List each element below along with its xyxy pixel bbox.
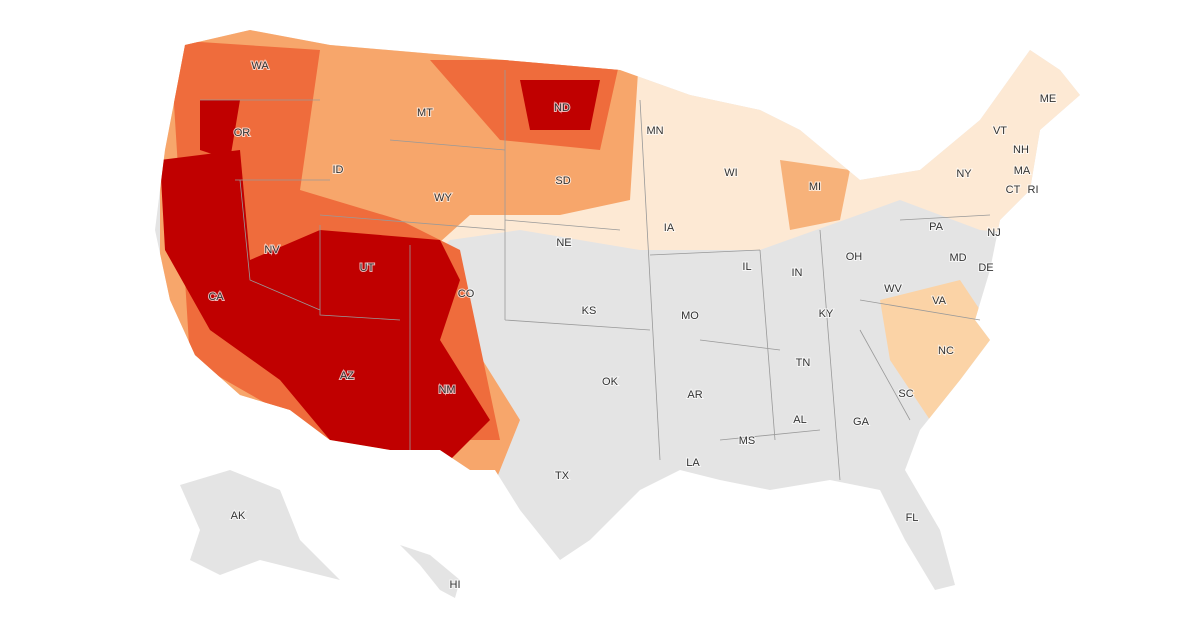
state-label: WY xyxy=(434,192,452,204)
state-label: AL xyxy=(793,414,806,426)
state-label: TN xyxy=(796,357,811,369)
state-label: IA xyxy=(664,222,675,234)
state-labels: WA OR CA NV ID MT WY UT AZ NM CO ND SD NE KS OK TX MN IA MO… xyxy=(207,59,1057,592)
state-borders xyxy=(200,70,991,481)
state-label: CA xyxy=(208,291,224,303)
state-label: WI xyxy=(724,167,737,179)
state-label: VT xyxy=(993,125,1007,137)
state-label: OR xyxy=(234,127,251,139)
state-label: AZ xyxy=(340,370,354,382)
state-label: UT xyxy=(360,262,375,274)
moderate xyxy=(880,280,1000,420)
alaska xyxy=(180,470,340,580)
state-label: OH xyxy=(846,251,863,263)
state-label: HI xyxy=(450,579,461,591)
state-label: DE xyxy=(978,262,993,274)
moderate xyxy=(780,160,850,230)
state-label: VA xyxy=(932,295,947,307)
state-label: NV xyxy=(264,244,280,256)
state-label: MO xyxy=(681,310,699,322)
state-label: NY xyxy=(956,168,972,180)
state-label: MS xyxy=(739,435,756,447)
state-label: MT xyxy=(417,107,433,119)
hawaii xyxy=(400,545,460,598)
state-label: ND xyxy=(554,102,570,114)
state-label: CT xyxy=(1006,184,1021,196)
state-label: KY xyxy=(819,308,834,320)
state-label: SD xyxy=(555,175,570,187)
state-label: OK xyxy=(602,376,619,388)
state-label: NE xyxy=(556,237,571,249)
state-label: AR xyxy=(687,389,702,401)
state-label: MA xyxy=(1014,165,1031,177)
state-label: MI xyxy=(809,181,821,193)
state-label: PA xyxy=(929,221,944,233)
state-label: MN xyxy=(646,125,663,137)
state-label: ID xyxy=(333,164,344,176)
state-label: AK xyxy=(231,510,246,522)
state-label: KS xyxy=(582,305,597,317)
state-label: NC xyxy=(938,345,954,357)
state-label: TX xyxy=(555,470,570,482)
state-label: NJ xyxy=(987,227,1000,239)
state-label: NH xyxy=(1013,144,1029,156)
state-label: WV xyxy=(884,283,902,295)
state-label: LA xyxy=(686,457,700,469)
extreme xyxy=(160,80,600,460)
state-label: IL xyxy=(742,261,751,273)
state-label: NM xyxy=(438,384,455,396)
state-label: RI xyxy=(1028,184,1039,196)
state-label: SC xyxy=(898,388,913,400)
state-label: MD xyxy=(949,252,966,264)
state-label: IN xyxy=(792,267,803,279)
state-label: CO xyxy=(458,288,475,300)
state-label: GA xyxy=(853,416,870,428)
state-label: ME xyxy=(1040,93,1057,105)
state-label: WA xyxy=(251,60,269,72)
state-label: FL xyxy=(906,512,919,524)
